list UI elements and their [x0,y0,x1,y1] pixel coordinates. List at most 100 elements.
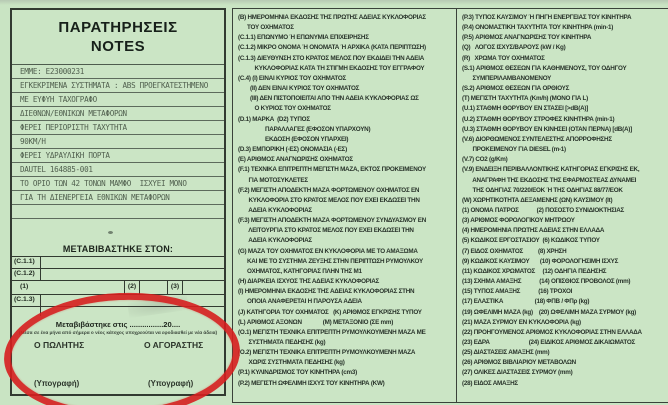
transfer-note-line: (Μέσα σε ένα μήνα από σήμερα ο νέος κάτο… [18,330,218,335]
legend-line: (U.1) ΣΤΑΘΜΗ ΘΟΡΥΒΟΥ ΕΝ ΣΤΑΣΕΙ [>dB(A)] [462,105,589,113]
buyer-label: Ο ΑΓΟΡΑΣΤΗΣ [144,340,204,350]
legend-line: (W) ΧΩΡΗΤΙΚΟΤΗΤΑ ΔΕΞΑΜΕΝΗΣ (ΩΝ) ΚΑΥΣΙΜΟΥ… [462,196,613,204]
legend-line: (O.1) ΜΕΓΙΣΤΗ ΤΕΧΝΙΚΑ ΕΠΙΤΡΕΠΤΗ ΡΥΜΟΥΛΚΟ… [238,328,426,336]
legend-line: ΟΠΟΙΑ ΑΝΑΦΕΡΕΤΑΙ Η ΠΑΡΟΥΣΑ ΑΔΕΙΑ [238,298,362,306]
legend-line: (C.4) (Ι) ΕΙΝΑΙ ΚΥΡΙΟΣ ΤΟΥ ΟΧΗΜΑΤΟΣ [238,74,347,82]
legend-line: ΤΗΣ ΟΔΗΓΙΑΣ 70/220/ΕΟΚ Ή ΤΗΣ ΟΔΗΓΙΑΣ 88/… [462,186,623,194]
row-value [41,257,224,268]
typed-note-line: DAUTEL 164885-001 [12,163,224,177]
legend-line: (21) ΜΑΖΑ ΣΥΡΜΟΥ ΕΝ ΚΥΚΛΟΦΟΡΙΑ (kg) [462,318,581,326]
cell-2-value [140,281,168,294]
legend-line: (U.3) ΣΤΑΘΜΗ ΘΟΡΥΒΟΥ ΕΝ ΚΙΝΗΣΕΙ (ΟΤΑΝ ΠΕ… [462,125,632,133]
cell-3-value [183,281,224,294]
table-row: (C.1.3) [12,295,224,307]
legend-line: (27) ΟΛΙΚΕΣ ΔΙΑΣΤΑΣΕΙΣ ΣΥΡΜΟΥ (mm) [462,369,573,377]
legend-line: ΧΩΡΙΣ ΣΥΣΤΗΜΑΤΑ ΠΕΔΗΣΗΣ (kg) [238,359,345,367]
legend-line: (23) ΕΔΡΑ (24) ΕΙΔΙΚΟΣ ΑΡΙΘΜΟΣ ΔΙΚΑΙΩΜΑΤ… [462,339,635,346]
legend-line: (P.5) ΑΡΙΘΜΟΣ ΑΝΑΓΝΩΡΙΣΗΣ ΤΟΥ ΚΙΝΗΤΗΡΑ [462,34,592,42]
legend-line: (Τ) ΜΕΓΙΣΤΗ ΤΑΧΥΤΗΤΑ (Km/h) (ΜΟΝΟ ΓΙΑ L) [462,95,588,103]
cell-3-label: (3) [168,281,183,294]
row-label-empty [12,307,41,316]
legend-line: (17) ΕΛΑΣΤΙΚΑ (18) ΦΠΒ / ΦΠρ (kg) [462,298,590,306]
cell-2-label: (2) [125,281,140,294]
typed-note-line: ΓΙΑ ΤΗ ΔΙΕΝΕΡΓΕΙΑ ΕΘΝΙΚΩΝ ΜΕΤΑΦΟΡΩΝ [12,191,224,205]
notes-title-english: NOTES [90,38,146,55]
legend-line: (5) ΚΩΔΙΚΟΣ ΕΡΓΟΣΤΑΣΙΟΥ (6) ΚΩΔΙΚΟΣ ΤΥΠΟ… [462,237,600,245]
legend-line: (G) ΜΑΖΑ ΤΟΥ ΟΧΗΜΑΤΟΣ ΕΝ ΚΥΚΛΟΦΟΡΙΑ ΜΕ Τ… [238,247,418,255]
legend-line: (9) ΚΩΔΙΚΟΣ ΚΑΥΣΙΜΟΥ (10) ΦΟΡΟΛΟΓΗΣΙΜΗ Ι… [462,257,619,265]
owner-table: (C.1.1) (C.1.2) (1) (2) (3) (C.1.3) [12,256,224,316]
legend-line: (S.2) ΑΡΙΘΜΟΣ ΘΕΣΕΩΝ ΓΙΑ ΟΡΘΙΟΥΣ [462,85,570,93]
legend-line: ΤΟΥ ΟΧΗΜΑΤΟΣ [238,24,294,32]
legend-line: ΟΧΗΜΑΤΟΣ, ΚΑΤΗΓΟΡΙΑΣ ΠΛΗΝ ΤΗΣ Μ1 [238,267,362,275]
legend-line: ΑΔΕΙΑ ΚΥΚΛΟΦΟΡΙΑΣ [238,237,312,245]
typed-notes-area: ΕΜΜΕ: Ε23000231 ΕΓΚΕΚΡΙΜΕΝΑ ΣΥΣΤΗΜΑΤΑ : A… [12,64,224,221]
legend-line: (Q) ΛΟΓΟΣ ΙΣΧΥΣ/ΒΑΡΟΥΣ (kW / Kg) [462,44,566,52]
legend-line: (F.1) ΤΕΧΝΙΚΑ ΕΠΙΤΡΕΠΤΗ ΜΕΓΙΣΤΗ ΜΑΖΑ, ΕΚ… [238,166,426,174]
row-label: (C.1.3) [12,295,41,306]
legend-line: (ΙΙΙ) ΔΕΝ ΠΙΣΤΟΠΟΙΕΙΤΑΙ ΑΠΟ ΤΗΝ ΑΔΕΙΑ ΚΥ… [238,95,419,103]
table-row: (C.1.2) [12,269,224,281]
legend-line: ΚΥΚΛΟΦΟΡΙΑ ΣΤΟ ΚΡΑΤΟΣ ΜΕΛΟΣ ΠΟΥ ΕΧΕΙ ΕΚΔ… [238,196,420,204]
legend-line: ΣΥΜΠΕΡΙΛΑΜΒΑΝΟΜΕΝΟΥ [462,74,552,82]
legend-line: (19) ΩΦΕΛΙΜΗ ΜΑΖΑ (kg) (20) ΩΦΕΛΙΜΗ ΜΑΖΑ… [462,308,637,316]
legend-line: (3) ΑΡΙΘΜΟΣ ΦΟΡΟΛΟΓΙΚΟΥ ΜΗΤΡΩΟΥ [462,217,575,225]
cell-1-label: (1) [12,281,125,294]
legend-line: (V.6) ΔΙΟΡΘΩΜΕΝΟΣ ΣΥΝΤΕΛΕΣΤΗΣ ΑΠΟΡΡΟΦΗΣΗ… [462,135,612,143]
legend-line: (D.1) ΜΑΡΚΑ (D2) ΤΥΠΟΣ [238,115,310,123]
legend-line: (R) ΧΡΩΜΑ ΤΟΥ ΟΧΗΜΑΤΟΣ [462,54,545,62]
legend-line: (25) ΔΙΑΣΤΑΣΕΙΣ ΑΜΑΞΗΣ (mm) [462,349,550,357]
notes-panel: ΠΑΡΑΤΗΡΗΣΕΙΣ NOTES ΕΜΜΕ: Ε23000231 ΕΓΚΕΚΡ… [10,8,226,396]
legend-line: (P.2) ΜΕΓΙΣΤΗ ΩΦΕΛΙΜΗ ΙΣΧΥΣ ΤΟΥ ΚΙΝΗΤΗΡΑ… [238,379,385,387]
legend-line: (Η) ΔΙΑΡΚΕΙΑ ΙΣΧΥΟΣ ΤΗΣ ΑΔΕΙΑΣ ΚΥΚΛΟΦΟΡΙ… [238,278,380,286]
legend-line: ΑΝΑΓΡΑΦΗ ΤΗΣ ΕΚΔΟΣΗΣ ΤΗΣ ΕΦΑΡΜΟΣΤΕΑΣ ΔΥΝ… [462,176,637,184]
typed-note-line [12,205,224,219]
legend-line: (V.7) CO2 (g/Km) [462,156,508,164]
legend-line: (1) ΟΝΟΜΑ ΠΑΤΡΟΣ (2) ΠΟΣΟΣΤΟ ΣΥΝΙΔΙΟΚΤΗΣ… [462,206,625,214]
legend-line: (15) ΤΥΠΟΣ ΑΜΑΞΗΣ (16) ΤΡΟΧΟΙ [462,288,573,296]
typed-note-line: ΜΕ ΕΥΦΥΗ ΤΑΧΟΓΡΑΦΟ [12,93,224,107]
legend-line: ΓΙΑ ΜΟΤΟΣΥΚΛΕΤΕΣ [238,176,308,184]
legend-line: (F.2) ΜΕΓΙΣΤΗ ΑΠΟΔΕΚΤΗ ΜΑΖΑ ΦΟΡΤΩΜΕΝΟΥ Ο… [238,186,420,194]
legend-line: (C.1.1) ΕΠΩΝΥΜΟ Ή ΕΠΩΝΥΜΙΑ ΕΠΙΧΕΙΡΗΣΗΣ [238,34,369,42]
legend-column-right: (P.3) ΤΥΠΟΣ ΚΑΥΣΙΜΟΥ Ή ΠΗΓΗ ΕΝΕΡΓΕΙΑΣ ΤΟ… [456,8,668,403]
transfer-heading: ΜΕΤΑΒΙΒΑΣΤΗΚΕ ΣΤΟΝ: [62,244,174,254]
legend-line: (26) ΑΡΙΘΜΟΣ ΒΙΒΛΙΑΡΙΟΥ ΜΕΤΑΒΟΛΩΝ [462,359,576,367]
legend-line: ΠΑΡΑΛΛΑΓΕΣ (ΕΦΟΣΟΝ ΥΠΑΡΧΟΥΝ) [238,125,371,133]
legend-line: (13) ΣΧΗΜΑ ΑΜΑΞΗΣ (14) ΟΠΙΣΘΙΟΣ ΠΡΟΒΟΛΟΣ… [462,278,631,286]
legend-line: (O.2) ΜΕΓΙΣΤΗ ΤΕΧΝΙΚΑ ΕΠΙΤΡΕΠΤΗ ΡΥΜΟΥΛΚΟ… [238,349,416,357]
transfer-heading-section: ΜΕΤΑΒΙΒΑΣΤΗΚΕ ΣΤΟΝ: [12,221,224,256]
legend-line: (P.4) ΟΝΟΜΑΣΤΙΚΗ ΤΑΧΥΤΗΤΑ ΤΟΥ ΚΙΝΗΤΗΡΑ (… [462,24,614,32]
signature-label-left: (Υπογραφή) [34,379,80,388]
legend-line: ΛΕΙΤΟΥΡΓΙΑ ΣΤΟ ΚΡΑΤΟΣ ΜΕΛΟΣ ΠΟΥ ΕΧΕΙ ΕΚΔ… [238,227,414,235]
legend-line: (F.3) ΜΕΓΙΣΤΗ ΑΠΟΔΕΚΤΗ ΜΑΖΑ ΦΟΡΤΩΜΕΝΟΥ Σ… [238,217,426,225]
notes-title-greek: ΠΑΡΑΤΗΡΗΣΕΙΣ [58,19,178,36]
legend-line: (D.3) ΕΜΠΟΡΙΚΗ (-ΕΣ) ΟΝΟΜΑΣΙΑ (-ΕΣ) [238,146,347,154]
signature-section: Μεταβιβάστηκε στις ................20...… [12,316,224,399]
legend-line: (L) ΑΡΙΘΜΟΣ ΑΞΟΝΩΝ (Μ) ΜΕΤΑΞΟΝΙΟ (ΣΕ mm) [238,318,394,326]
legend-line: ΕΚΔΟΣΗ (ΕΦΟΣΟΝ ΥΠΑΡΧΕΙ) [238,135,349,143]
typed-note-line: ΔΙΕΘΝΩΝ/ΕΘΝΙΚΩΝ ΜΕΤΑΦΟΡΩΝ [12,107,224,121]
legend-line: (7) ΕΙΔΟΣ ΟΧΗΜΑΤΟΣ (8) ΧΡΗΣΗ [462,247,567,255]
legend-column-middle: (Β) ΗΜΕΡΟΜΗΝΙΑ ΕΚΔΟΣΗΣ ΤΗΣ ΠΡΩΤΗΣ ΑΔΕΙΑΣ… [232,8,460,403]
typed-note-line: ΤΟ ΟΡΙΟ ΤΩΝ 42 ΤΟΝΩΝ ΜΑΜΦΟ ΙΣΧΥΕΙ ΜΟΝΟ [12,177,224,191]
typed-note-line: 90KM/H [12,135,224,149]
legend-line: (P.3) ΤΥΠΟΣ ΚΑΥΣΙΜΟΥ Ή ΠΗΓΗ ΕΝΕΡΓΕΙΑΣ ΤΟ… [462,14,632,21]
legend-line: (Ι) ΗΜΕΡΟΜΗΝΙΑ ΕΚΔΟΣΗΣ ΤΗΣ ΑΔΕΙΑΣ ΚΥΚΛΟΦ… [238,288,415,296]
legend-line: (V.9) ΕΝΔΕΙΞΗ ΠΕΡΙΒΑΛΛΟΝΤΙΚΗΣ ΚΑΤΗΓΟΡΙΑΣ… [462,166,640,174]
legend-line: (22) ΠΡΟΗΓΟΥΜΕΝΟΣ ΑΡΙΘΜΟΣ ΚΥΚΛΟΦΟΡΙΑΣ ΣΤ… [462,328,642,336]
legend-line: (J) ΚΑΤΗΓΟΡΙΑ ΤΟΥ ΟΧΗΜΑΤΟΣ (Κ) ΑΡΙΘΜΟΣ Ε… [238,308,422,316]
row-label: (C.1.2) [12,269,41,280]
table-row-continuation [12,307,224,316]
legend-line: (28) ΕΙΔΟΣ ΑΜΑΞΗΣ [462,379,518,387]
transfer-date-line: Μεταβιβάστηκε στις ................20...… [55,320,181,329]
ink-mark [108,231,113,234]
table-row: (C.1.1) [12,257,224,269]
typed-note-line: ΦΕΡΕΙ ΠΕΡΙΟΡΙΣΤΗ ΤΑΧΥΤΗΤΑ [12,121,224,135]
legend-line: ΠΡΟΚΕΙΜΕΝΟΥ ΓΙΑ DIESEL (m-1) [462,146,566,154]
legend-line: (Β) ΗΜΕΡΟΜΗΝΙΑ ΕΚΔΟΣΗΣ ΤΗΣ ΠΡΩΤΗΣ ΑΔΕΙΑΣ… [238,14,426,21]
legend-line: (S.1) ΑΡΙΘΜΟΣ ΘΕΣΕΩΝ ΓΙΑ ΚΑΘΗΜΕΝΟΥΣ, ΤΟΥ… [462,64,627,72]
typed-note-line: ΕΓΚΕΚΡΙΜΕΝΑ ΣΥΣΤΗΜΑΤΑ : ABS ΠΡΟΕΓΚΑΤΕΣΤΗ… [12,79,224,93]
legend-line: ΚΑΙ ΜΕ ΤΟ ΣΥΣΤΗΜΑ ΖΕΥΞΗΣ ΣΤΗΝ ΠΕΡΙΠΤΩΣΗ … [238,257,423,265]
